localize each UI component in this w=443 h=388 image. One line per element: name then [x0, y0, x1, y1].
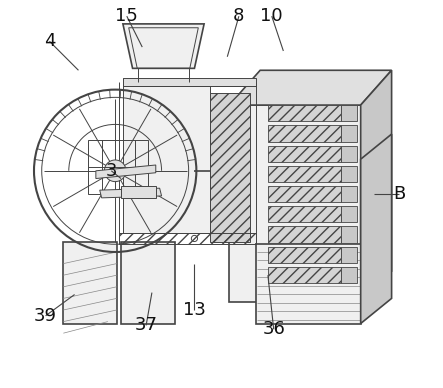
Text: 10: 10: [260, 7, 283, 25]
Text: B: B: [393, 185, 405, 203]
Text: 3: 3: [105, 162, 117, 180]
Polygon shape: [229, 70, 392, 105]
Text: 15: 15: [115, 7, 138, 25]
Polygon shape: [361, 134, 392, 324]
Polygon shape: [268, 125, 342, 142]
Polygon shape: [123, 86, 210, 233]
Polygon shape: [342, 206, 357, 222]
Polygon shape: [268, 146, 342, 162]
Polygon shape: [256, 244, 361, 324]
Polygon shape: [342, 186, 357, 202]
Polygon shape: [268, 105, 342, 121]
Polygon shape: [123, 78, 256, 86]
Polygon shape: [342, 267, 357, 283]
Polygon shape: [342, 125, 357, 142]
Polygon shape: [342, 146, 357, 162]
Polygon shape: [121, 186, 156, 198]
Polygon shape: [268, 247, 342, 263]
Polygon shape: [96, 165, 156, 178]
Text: 4: 4: [44, 32, 55, 50]
Polygon shape: [210, 94, 250, 242]
Polygon shape: [268, 186, 342, 202]
Polygon shape: [121, 242, 175, 324]
Polygon shape: [268, 226, 342, 242]
Text: 36: 36: [262, 320, 285, 338]
Polygon shape: [268, 267, 342, 283]
Text: 13: 13: [183, 301, 206, 319]
Polygon shape: [268, 166, 342, 182]
Text: 8: 8: [233, 7, 245, 25]
Polygon shape: [342, 105, 357, 121]
Polygon shape: [123, 24, 204, 68]
Polygon shape: [361, 70, 392, 302]
Text: 37: 37: [135, 317, 158, 334]
Polygon shape: [342, 226, 357, 242]
Circle shape: [105, 160, 126, 182]
Text: 39: 39: [34, 307, 57, 325]
Polygon shape: [342, 166, 357, 182]
Polygon shape: [268, 206, 342, 222]
Polygon shape: [63, 242, 117, 324]
Polygon shape: [100, 188, 162, 198]
Polygon shape: [342, 247, 357, 263]
Polygon shape: [229, 105, 361, 302]
